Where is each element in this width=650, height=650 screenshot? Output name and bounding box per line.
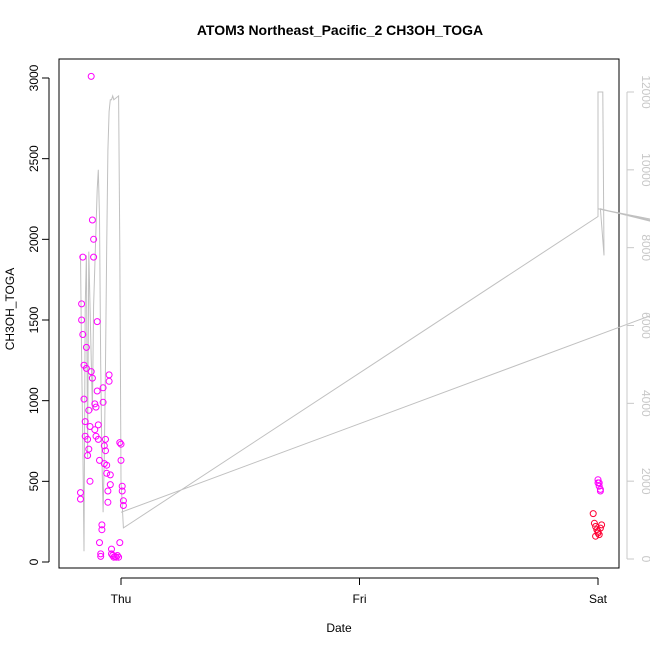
y2-tick-label: 0 <box>639 556 650 563</box>
data-point <box>596 524 604 532</box>
plot-frame <box>58 58 620 569</box>
data-point <box>105 377 113 385</box>
x-tick-label: Fri <box>353 592 367 606</box>
y-tick-label: 3000 <box>27 64 41 91</box>
data-point <box>78 316 86 324</box>
data-point <box>87 72 95 80</box>
data-point <box>86 423 94 430</box>
data-point <box>86 477 94 485</box>
data-point <box>103 469 111 477</box>
data-point <box>96 539 103 547</box>
chart-title: ATOM3 Northeast_Pacific_2 CH3OH_TOGA <box>197 22 483 38</box>
altitude-line <box>80 91 650 552</box>
data-point <box>99 398 107 406</box>
y-tick-label: 2500 <box>27 145 41 172</box>
data-point <box>106 471 114 479</box>
data-point <box>78 300 86 308</box>
data-point <box>108 545 115 553</box>
data-point <box>90 253 98 261</box>
data-point <box>104 498 112 506</box>
data-point <box>93 318 101 326</box>
data-point <box>598 521 606 529</box>
data-point <box>96 456 103 464</box>
data-point <box>93 387 101 395</box>
data-point <box>104 487 112 495</box>
data-point <box>94 421 102 429</box>
y2-tick-label: 8000 <box>639 234 650 261</box>
data-point <box>596 487 604 495</box>
x-tick-label: Sat <box>589 592 608 606</box>
data-point <box>98 521 106 529</box>
data-point <box>119 502 127 509</box>
data-point <box>115 553 123 561</box>
data-point <box>590 519 598 527</box>
data-point <box>84 452 92 459</box>
data-point <box>82 364 90 372</box>
y2-tick-label: 10000 <box>639 153 650 187</box>
y-tick-label: 0 <box>27 558 41 565</box>
data-point <box>77 495 84 503</box>
data-point <box>589 510 597 518</box>
data-point <box>118 482 126 490</box>
y-axis-label: CH3OH_TOGA <box>3 268 17 350</box>
altitude-line-layer <box>80 91 650 552</box>
data-point <box>79 331 87 338</box>
data-point <box>110 553 118 561</box>
data-point <box>595 479 603 487</box>
data-point <box>84 435 92 443</box>
data-point <box>594 476 602 484</box>
y2-tick-label: 2000 <box>639 468 650 495</box>
data-point <box>100 442 108 450</box>
data-point <box>85 406 93 414</box>
data-point <box>102 435 109 443</box>
data-point <box>82 343 90 351</box>
data-point <box>118 487 126 495</box>
data-point <box>88 374 96 382</box>
axes-layer: 0 500 1000 1500 2000 2500 3000 0 2000 4000 6000 800… <box>27 64 650 606</box>
data-point <box>592 532 600 540</box>
data-point <box>91 426 99 434</box>
data-point <box>81 418 89 426</box>
data-point <box>77 489 84 497</box>
data-point <box>103 461 111 469</box>
data-point <box>99 384 107 392</box>
data-point <box>117 440 125 448</box>
data-point <box>92 403 100 411</box>
data-point <box>113 552 121 559</box>
data-point <box>98 526 106 534</box>
y-tick-label: 1500 <box>27 306 41 333</box>
y2-tick-label: 4000 <box>639 390 650 417</box>
data-point <box>97 550 105 558</box>
data-point <box>106 481 114 489</box>
data-point <box>79 253 87 261</box>
data-point <box>85 445 93 453</box>
y-tick-label: 500 <box>27 471 41 491</box>
data-point <box>595 531 603 539</box>
data-point <box>90 235 98 243</box>
y-tick-label: 2000 <box>27 226 41 253</box>
data-point <box>116 439 124 447</box>
data-point <box>119 497 127 505</box>
data-point <box>80 395 88 403</box>
data-point <box>91 400 99 408</box>
data-point <box>117 456 125 464</box>
y2-tick-label: 12000 <box>639 75 650 109</box>
x-axis-label: Date <box>326 621 352 635</box>
data-point <box>87 368 95 376</box>
data-point <box>116 539 124 547</box>
points-layer <box>77 72 606 561</box>
x-tick-label: Thu <box>111 592 132 606</box>
data-point <box>105 371 113 379</box>
data-point <box>112 553 120 561</box>
y-tick-label: 1000 <box>27 387 41 414</box>
y2-tick-label: 6000 <box>639 312 650 339</box>
data-point <box>102 447 109 455</box>
data-point <box>94 435 102 443</box>
data-point <box>88 216 96 224</box>
data-point <box>595 482 603 490</box>
data-point <box>97 552 105 560</box>
